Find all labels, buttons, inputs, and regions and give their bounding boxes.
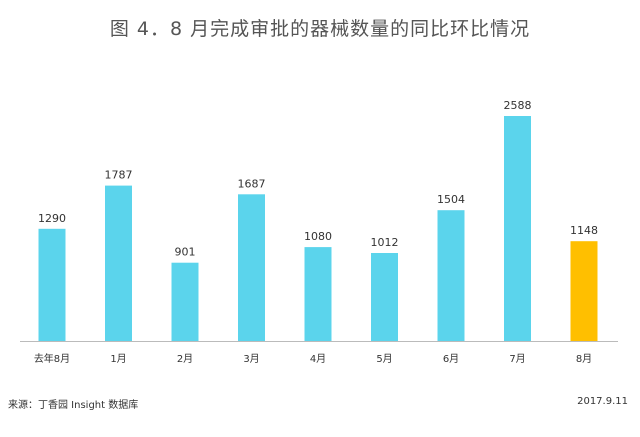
- bar-4: [304, 247, 332, 341]
- bar-2: [171, 262, 199, 341]
- chart-title: 图 4．8 月完成审批的器械数量的同比环比情况: [109, 18, 531, 40]
- x-tick-label-3: 3月: [243, 353, 259, 365]
- value-label-2: 901: [175, 246, 196, 259]
- x-tick-label-8: 8月: [576, 353, 592, 365]
- value-label-8: 1148: [570, 224, 598, 237]
- x-tick-label-2: 2月: [177, 353, 193, 365]
- value-labels-group: 1290 1787 901 1687 1080 1012 1504 2588 1148: [38, 99, 598, 259]
- source-note: 来源：丁香园 Insight 数据库: [8, 400, 139, 411]
- bar-0: [38, 228, 66, 341]
- value-label-7: 2588: [504, 99, 532, 112]
- value-label-0: 1290: [38, 212, 66, 225]
- bar-7: [504, 116, 531, 341]
- bar-3: [238, 194, 265, 341]
- value-label-5: 1012: [371, 236, 399, 249]
- value-label-6: 1504: [437, 193, 465, 206]
- bar-8: [570, 241, 598, 341]
- value-label-1: 1787: [105, 169, 133, 182]
- x-tick-label-1: 1月: [110, 353, 126, 365]
- x-tick-labels-group: 去年8月 1月 2月 3月 4月 5月 6月 7月 8月: [34, 352, 592, 365]
- date-note: 2017.9.11: [577, 396, 628, 407]
- x-tick-label-6: 6月: [443, 353, 459, 365]
- bar-6: [437, 210, 465, 341]
- bar-5: [371, 253, 398, 341]
- x-tick-label-0: 去年8月: [34, 352, 70, 365]
- x-tick-label-4: 4月: [310, 353, 326, 365]
- x-tick-label-7: 7月: [509, 353, 525, 365]
- value-label-3: 1687: [238, 177, 266, 190]
- x-tick-label-5: 5月: [376, 353, 392, 365]
- bars-group: [38, 116, 598, 341]
- bar-1: [105, 185, 132, 341]
- value-label-4: 1080: [304, 230, 332, 243]
